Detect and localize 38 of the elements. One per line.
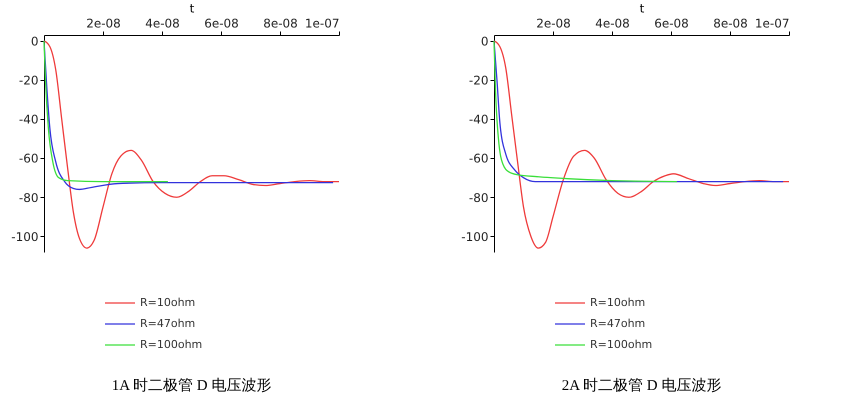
x-tick-label: 6e-08 [204, 16, 239, 30]
y-tick-label: -20 [468, 73, 488, 88]
legend-label: R=47ohm [140, 317, 196, 330]
y-tick-label: -100 [11, 230, 38, 244]
y-tick-label: -60 [468, 152, 488, 166]
line-series [493, 40, 678, 182]
y-tick-label: -80 [18, 190, 38, 205]
x-tick-label: 4e-08 [145, 16, 180, 30]
line-series [43, 40, 340, 249]
line-series [43, 40, 169, 182]
text: 1A 时二极管 D 电压波形 [112, 377, 272, 394]
legend-label: R=100ohm [590, 338, 652, 351]
x-tick-label: 1e-07 [304, 16, 340, 30]
x-tick-label: 2e-08 [86, 16, 121, 30]
x-tick-label: 8e-08 [713, 16, 748, 30]
x-tick-label: 4e-08 [595, 16, 630, 30]
y-tick-label: -40 [18, 112, 38, 127]
x-tick-label: 2e-08 [536, 16, 571, 30]
legend-label: R=10ohm [140, 296, 196, 309]
y-tick-label: -80 [468, 190, 488, 205]
line-series [493, 40, 790, 249]
x-axis-title: t [640, 2, 645, 16]
legend-label: R=10ohm [590, 296, 646, 309]
y-tick-label: 0 [30, 34, 38, 48]
y-tick-label: -100 [461, 230, 488, 244]
legend-label: R=47ohm [590, 317, 646, 330]
x-axis-title: t [190, 2, 195, 16]
line-series [493, 40, 784, 182]
legend-label: R=100ohm [140, 338, 202, 351]
x-tick-label: 6e-08 [654, 16, 689, 30]
x-tick-label: 8e-08 [263, 16, 298, 30]
text: 2A 时二极管 D 电压波形 [562, 377, 722, 394]
y-tick-label: 0 [480, 34, 488, 48]
y-tick-label: -40 [468, 112, 488, 127]
y-tick-label: -60 [18, 152, 38, 166]
x-tick-label: 1e-07 [754, 16, 790, 30]
line-series [43, 40, 334, 190]
y-tick-label: -20 [18, 73, 38, 88]
